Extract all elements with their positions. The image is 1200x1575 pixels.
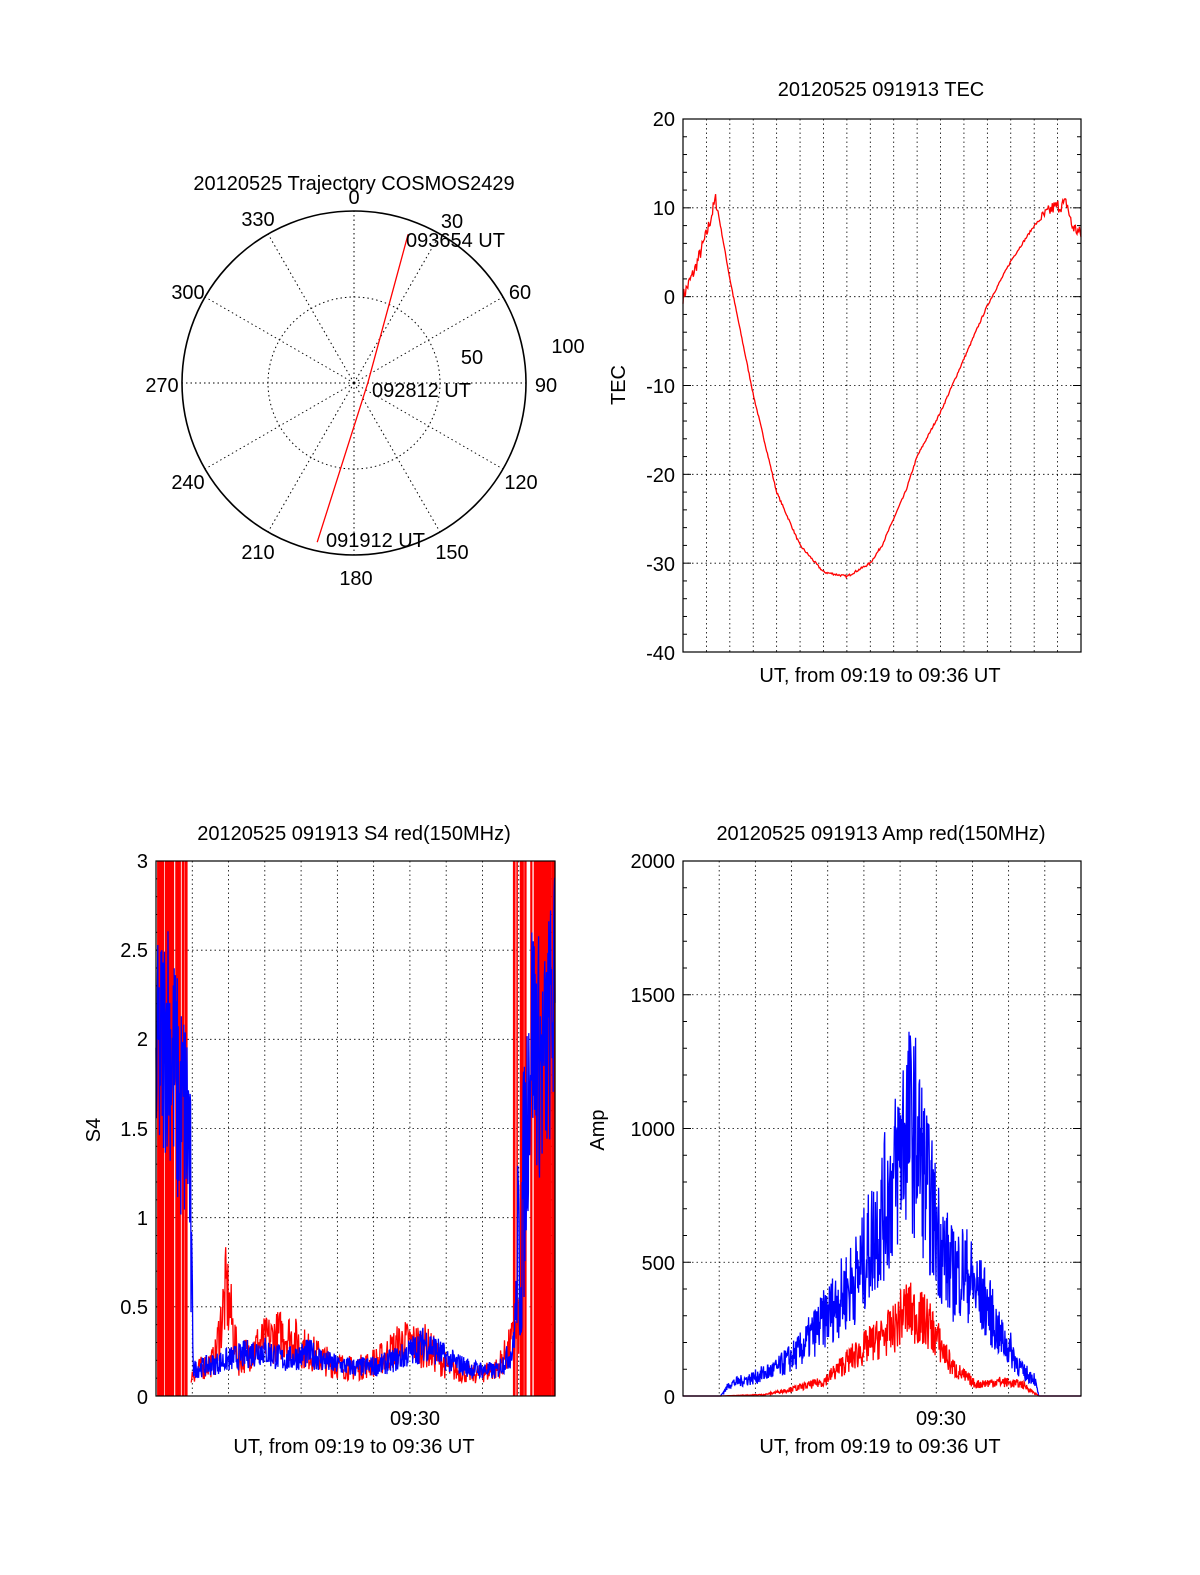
amp-panel: 20120525 091913 Amp red(150MHz) 2000 150…: [587, 823, 1082, 1458]
tec-minor-ticks: [683, 118, 1081, 653]
amp-xlabel: UT, from 09:19 to 09:36 UT: [759, 1436, 1000, 1458]
tec-ytick-10: 10: [653, 198, 675, 220]
amp-ytick-0: 0: [664, 1387, 675, 1409]
az-label-210: 210: [241, 542, 274, 564]
s4-ylabel: S4: [83, 1118, 105, 1142]
tec-ytick-20: 20: [653, 109, 675, 131]
s4-grid: [156, 861, 555, 1396]
az-label-240: 240: [171, 472, 204, 494]
polar-spoke: [353, 382, 441, 533]
tec-xlabel: UT, from 09:19 to 09:36 UT: [759, 665, 1000, 687]
trajectory-end-label: 093654 UT: [406, 230, 505, 252]
amp-y-ticks: 2000 1500 1000 500 0: [631, 851, 676, 1409]
az-label-300: 300: [171, 282, 204, 304]
tec-ytick-m30: -30: [646, 554, 675, 576]
polar-spoke: [353, 296, 504, 384]
az-label-0: 0: [348, 187, 359, 209]
tec-ytick-m40: -40: [646, 643, 675, 665]
trajectory-start-label: 091912 UT: [326, 530, 425, 552]
ring-label-100: 100: [551, 336, 584, 358]
s4-plot-frame: [155, 860, 556, 1397]
amp-red-series-line: [683, 1282, 1081, 1397]
amp-ylabel: Amp: [587, 1109, 609, 1150]
tec-series-line: [682, 193, 1082, 579]
az-label-180: 180: [339, 568, 372, 590]
polar-spoke: [353, 233, 441, 384]
amp-grid: [683, 861, 1081, 1396]
s4-panel: 20120525 091913 S4 red(150MHz) 3 2.5 2 1…: [83, 823, 556, 1458]
s4-ytick-1.5: 1.5: [120, 1119, 148, 1141]
s4-xlabel: UT, from 09:19 to 09:36 UT: [233, 1436, 474, 1458]
s4-blue-series-line: [155, 877, 556, 1380]
polar-spokes: [182, 211, 526, 555]
amp-xtick-0930: 09:30: [916, 1408, 966, 1430]
tec-ytick-m10: -10: [646, 376, 675, 398]
s4-ytick-1: 1: [137, 1208, 148, 1230]
amp-blue-series-line: [683, 1031, 1081, 1397]
tec-ylabel: TEC: [608, 365, 630, 405]
az-label-90: 90: [535, 375, 557, 397]
tec-plot-frame: [682, 118, 1082, 653]
s4-ytick-2: 2: [137, 1029, 148, 1051]
az-label-30: 30: [441, 211, 463, 233]
trajectory-mid-label: 092812 UT: [372, 380, 471, 402]
s4-xtick-0930: 09:30: [390, 1408, 440, 1430]
s4-ytick-0.5: 0.5: [120, 1297, 148, 1319]
polar-spoke: [204, 296, 355, 384]
polar-title: 20120525 Trajectory COSMOS2429: [193, 173, 514, 195]
s4-red-spike-bands: [157, 861, 556, 1396]
az-label-120: 120: [504, 472, 537, 494]
s4-red-series-line: [190, 1247, 521, 1385]
polar-panel: 20120525 Trajectory COSMOS2429 0 30 60 9…: [145, 173, 584, 590]
tec-y-ticks: 20 10 0 -10 -20 -30 -40: [646, 109, 675, 665]
tec-ytick-m20: -20: [646, 465, 675, 487]
polar-azimuth-labels: 0 30 60 90 120 150 180 210 240 270 300 3…: [145, 187, 557, 590]
az-label-330: 330: [241, 209, 274, 231]
amp-title: 20120525 091913 Amp red(150MHz): [716, 823, 1045, 845]
az-label-150: 150: [435, 542, 468, 564]
az-label-60: 60: [509, 282, 531, 304]
s4-ytick-3: 3: [137, 851, 148, 873]
az-label-270: 270: [145, 375, 178, 397]
amp-ytick-500: 500: [642, 1253, 675, 1275]
tec-panel: 20120525 091913 TEC 20 10 0 -10 -20 -30 …: [608, 79, 1082, 687]
ring-label-50: 50: [461, 347, 483, 369]
polar-spoke: [353, 382, 504, 470]
polar-spoke: [204, 382, 355, 470]
s4-ytick-2.5: 2.5: [120, 940, 148, 962]
s4-title: 20120525 091913 S4 red(150MHz): [197, 823, 511, 845]
s4-ytick-0: 0: [137, 1387, 148, 1409]
amp-plot-frame: [682, 860, 1082, 1397]
tec-title: 20120525 091913 TEC: [778, 79, 984, 101]
tec-grid: [683, 119, 1081, 652]
tec-ytick-0: 0: [664, 287, 675, 309]
trajectory-line: [316, 234, 409, 543]
polar-spoke: [267, 233, 355, 384]
polar-spoke: [267, 382, 355, 533]
amp-ytick-1000: 1000: [631, 1119, 676, 1141]
amp-ytick-1500: 1500: [631, 985, 676, 1007]
s4-y-ticks: 3 2.5 2 1.5 1 0.5 0: [120, 851, 148, 1409]
amp-ytick-2000: 2000: [631, 851, 676, 873]
